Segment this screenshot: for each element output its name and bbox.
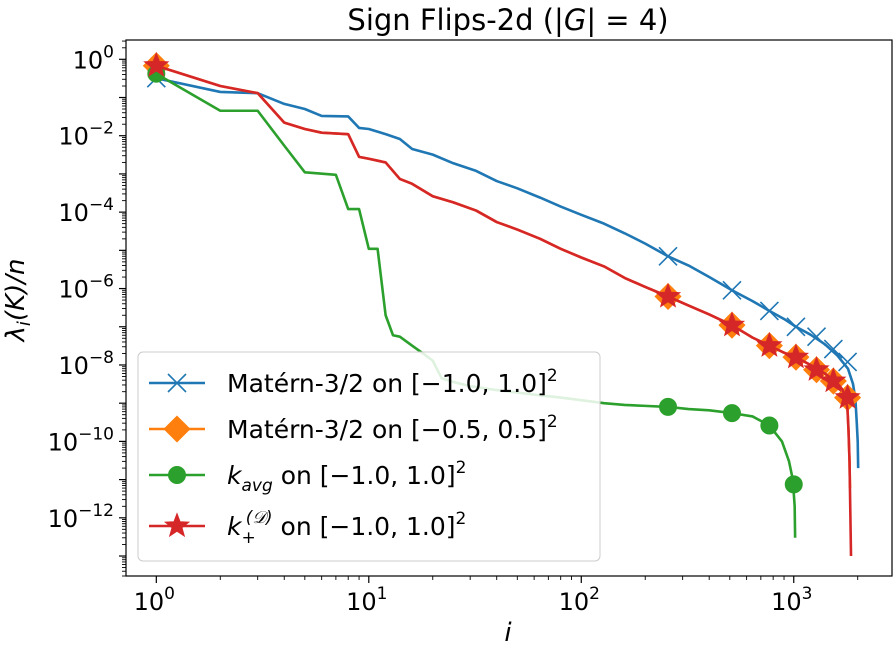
y-axis-label: λi(K)/n [1,259,35,344]
series-marker-3-3 [756,331,783,357]
title-suffix: | = 4) [586,3,668,37]
series-marker-3-6 [820,367,847,393]
ylabel-rest: (K)/n [1,259,31,322]
x-tick-label-1: 101 [346,584,387,616]
x-axis-label: i [504,618,512,645]
series-marker-0-5 [806,327,827,347]
legend-marker-1 [163,415,191,443]
legend-marker-3 [163,512,191,538]
series-marker-0-6 [823,339,843,359]
axes-ticks: 100 101 102 103 100 10−2 10−4 10−6 10−8 10−10 10−1… [48,39,893,616]
y-tick-label-4: 10−8 [58,348,114,380]
series-marker-0-2 [722,280,742,300]
series-marker-0-3 [759,301,779,321]
x-tick-label-3: 103 [771,584,812,616]
series-marker-3-4 [782,343,810,369]
plot-area [142,51,862,557]
x-tick-label-0: 100 [134,584,175,616]
series-marker-3-5 [803,355,830,381]
y-tick-label-3: 10−6 [58,272,114,304]
title-var: G [564,3,586,37]
axes-frame [125,39,893,577]
series-marker-3-1 [654,282,682,308]
legend-marker-2 [168,466,186,484]
series-marker-3-7 [834,383,861,409]
series-marker-0-7 [838,352,858,372]
y-tick-label-6: 10−12 [48,501,114,533]
ylabel-lambda: λ [1,326,31,343]
legend-label-0: Matérn-3/2 on [−1.0, 1.0]2 [227,366,558,398]
series-marker-2-2 [722,404,741,423]
series-marker-2-3 [760,416,779,435]
series-marker-3-2 [718,311,746,337]
x-tick-label-2: 102 [559,584,600,616]
chart-title: Sign Flips-2d (|G| = 4) [347,3,668,37]
series-0 [146,68,860,469]
legend-box [137,351,601,562]
ylabel-sub: i [14,321,35,326]
series-marker-3-0 [143,51,170,77]
title-prefix: Sign Flips-2d (| [347,3,563,37]
series-marker-2-4 [784,475,803,494]
series-3 [143,51,861,557]
legend-marker-0 [167,373,187,393]
y-tick-label-1: 10−2 [58,119,114,151]
series-marker-0-1 [658,246,678,266]
y-tick-label-2: 10−4 [58,195,114,227]
legend: Matérn-3/2 on [−1.0, 1.0]2 Matérn-3/2 on … [137,351,601,562]
series-marker-2-1 [659,397,678,416]
y-tick-label-5: 10−10 [48,424,114,456]
legend-label-2: kavg on [−1.0, 1.0]2 [227,458,467,496]
series-line-0 [156,76,860,469]
series-marker-0-4 [786,317,806,337]
legend-label-3: k+(𝒟) on [−1.0, 1.0]2 [227,508,466,548]
legend-label-1: Matérn-3/2 on [−0.5, 0.5]2 [227,412,558,444]
y-tick-label-0: 100 [73,42,114,74]
